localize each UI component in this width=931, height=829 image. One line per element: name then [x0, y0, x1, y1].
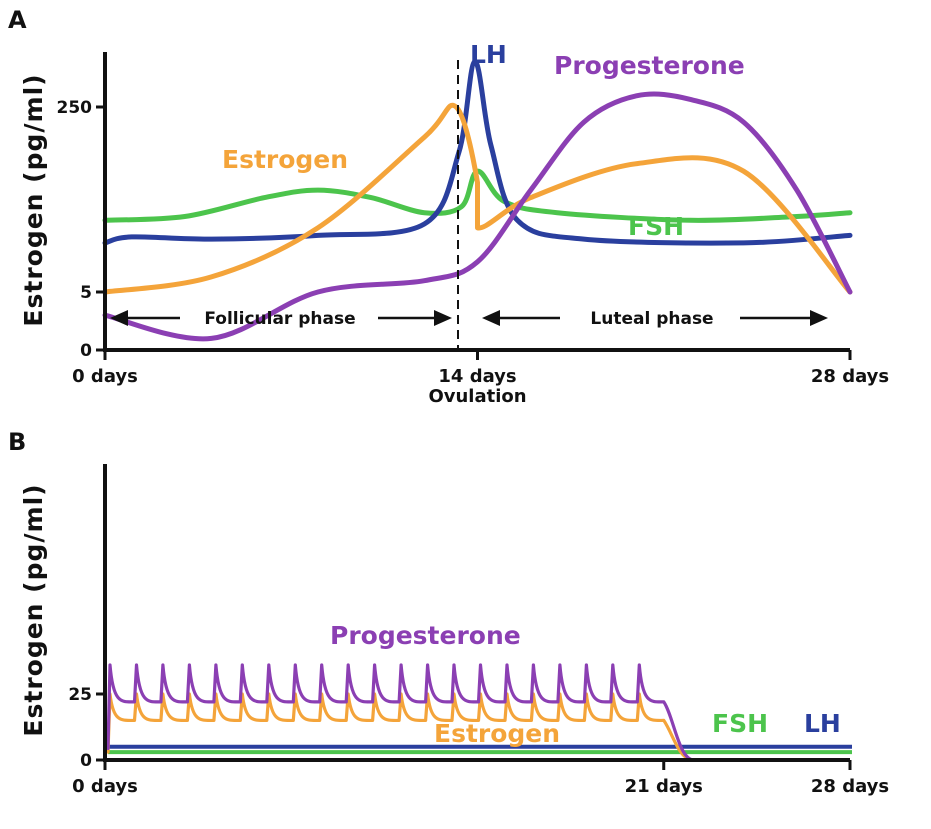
panel-a-x-tick-label: 28 days	[811, 366, 889, 387]
panel-a-chart: A Estrogen (pg/ml) 0 5 250 0 days 14 daysOvu…	[8, 6, 889, 407]
b-fsh-series-label: FSH	[712, 709, 768, 738]
panel-a-progesterone-line	[102, 91, 853, 342]
panel-b-letter: B	[8, 428, 26, 456]
follicular-phase-annotation: Follicular phase	[110, 309, 452, 329]
panel-b-y-tick-label: 0	[80, 751, 92, 771]
panel-b-estrogen-line	[106, 692, 696, 762]
follicular-arrowhead-right	[434, 310, 452, 326]
panel-b-y-axis-label: Estrogen (pg/ml)	[19, 483, 48, 736]
panel-a-series	[102, 59, 853, 342]
follicular-phase-label: Follicular phase	[204, 309, 355, 329]
luteal-phase-annotation: Luteal phase	[482, 309, 828, 329]
panel-a-y-tick-label: 0	[80, 341, 92, 361]
panel-b-x-tick-label: 0 days	[72, 776, 138, 797]
b-lh-series-label: LH	[804, 709, 841, 738]
panel-a-y-axis-label: Estrogen (pg/ml)	[19, 73, 48, 326]
panel-b-x-tick-label: 28 days	[811, 776, 889, 797]
panel-a-estrogen-line	[102, 102, 853, 295]
panel-a-x-tick-label: 14 days	[438, 366, 516, 387]
follicular-arrowhead-left	[110, 310, 128, 326]
b-estrogen-series-label: Estrogen	[434, 719, 560, 748]
panel-a-x-tick-label: 0 days	[72, 366, 138, 387]
panel-a-x-tick-sublabel: Ovulation	[428, 386, 526, 407]
luteal-phase-label: Luteal phase	[590, 309, 713, 329]
panel-b-chart: B Estrogen (pg/ml) 0 25 0 days 21 days 28 da…	[8, 428, 889, 797]
b-progesterone-series-label: Progesterone	[330, 621, 521, 650]
panel-a-lh-line	[102, 59, 853, 246]
lh-series-label: LH	[470, 40, 507, 69]
panel-b-y-tick-label: 25	[68, 685, 92, 705]
panel-b-x-tick-label: 21 days	[625, 776, 703, 797]
progesterone-series-label: Progesterone	[554, 51, 745, 80]
panel-b-ticks: 0 25 0 days 21 days 28 days	[68, 685, 889, 797]
panel-a-fsh-line	[102, 168, 853, 223]
panel-a-y-tick-label: 250	[57, 98, 93, 118]
panel-b-series	[106, 663, 852, 762]
fsh-series-label: FSH	[628, 212, 684, 241]
panel-b-progesterone-line	[106, 663, 696, 762]
estrogen-series-label: Estrogen	[222, 145, 348, 174]
panel-a-y-tick-label: 5	[80, 283, 92, 303]
panel-a-letter: A	[8, 6, 27, 34]
luteal-arrowhead-right	[810, 310, 828, 326]
luteal-arrowhead-left	[482, 310, 500, 326]
